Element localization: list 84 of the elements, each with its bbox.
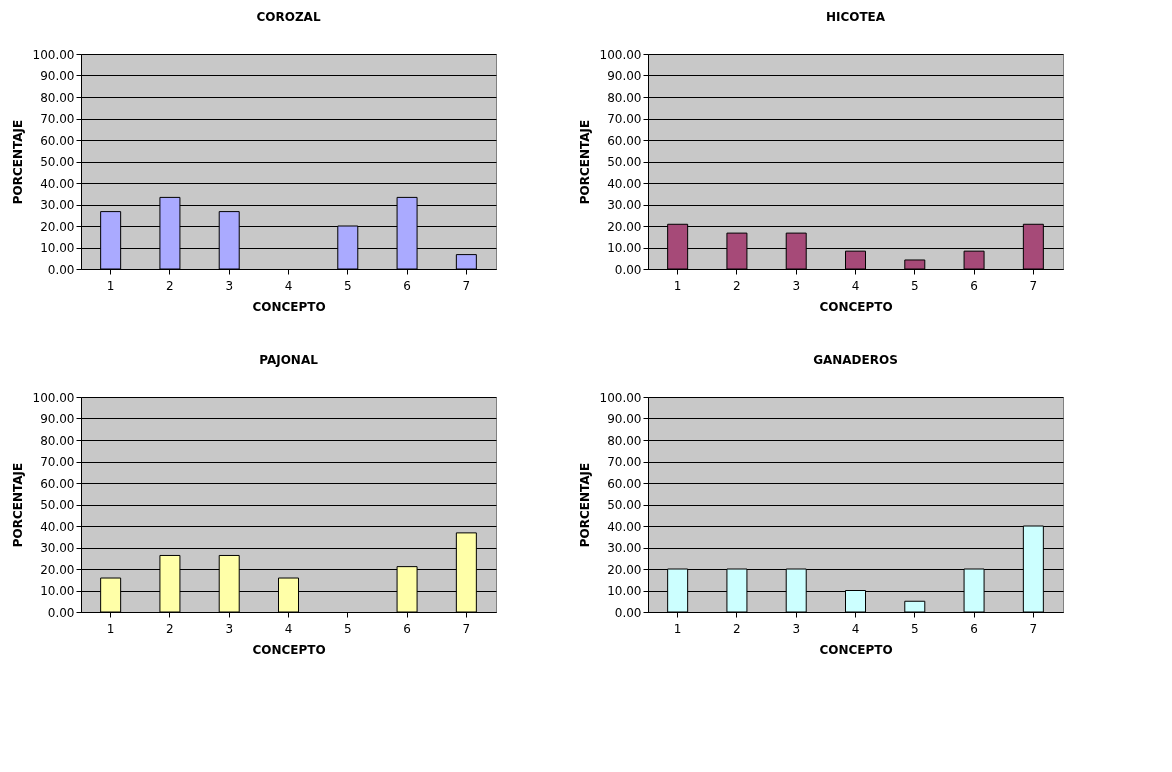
y-tick-label: 60.00 [607, 476, 642, 491]
y-tick-label: 50.00 [607, 498, 642, 512]
y-tick-label: 10.00 [40, 241, 75, 255]
x-tick-label: 7 [1029, 278, 1038, 293]
x-tick-label: 6 [970, 278, 978, 293]
y-tick-label: 100.00 [599, 47, 642, 62]
x-tick-label: 3 [225, 278, 234, 293]
chart-title: COROZAL [256, 10, 321, 24]
y-tick-label: 50.00 [40, 155, 75, 169]
y-tick-label: 70.00 [607, 455, 642, 469]
y-tick-label: 90.00 [607, 412, 642, 426]
y-tick-label: 40.00 [607, 519, 642, 534]
y-tick-label: 80.00 [607, 90, 642, 105]
x-tick-label: 7 [462, 278, 471, 293]
chart-title: HICOTEA [825, 10, 886, 24]
y-tick-label: 90.00 [607, 69, 642, 83]
y-tick-label: 100.00 [32, 390, 75, 405]
y-axis-title: PORCENTAJE [10, 119, 25, 205]
y-tick-label: 50.00 [607, 155, 642, 169]
y-tick-label: 20.00 [40, 219, 75, 234]
y-tick-label: 10.00 [607, 584, 642, 598]
y-tick-label: 20.00 [607, 219, 642, 234]
x-tick-label: 2 [733, 621, 741, 636]
y-tick-label: 30.00 [607, 198, 642, 212]
y-tick-label: 70.00 [40, 112, 75, 126]
x-tick-label: 3 [225, 621, 234, 636]
x-tick-label: 1 [673, 278, 682, 293]
x-tick-label: 5 [910, 621, 919, 636]
y-tick-label: 100.00 [599, 390, 642, 405]
x-tick-label: 2 [166, 621, 174, 636]
x-axis-title: CONCEPTO [252, 642, 326, 657]
y-tick-label: 10.00 [607, 241, 642, 255]
y-tick-label: 20.00 [40, 562, 75, 577]
y-tick-label: 0.00 [47, 605, 75, 620]
y-tick-label: 40.00 [607, 176, 642, 191]
chart-title: PAJONAL [259, 353, 319, 367]
y-tick-label: 60.00 [607, 133, 642, 148]
x-tick-label: 7 [1029, 621, 1038, 636]
x-tick-label: 5 [343, 621, 352, 636]
y-tick-label: 60.00 [40, 133, 75, 148]
x-tick-label: 1 [106, 621, 115, 636]
y-tick-label: 20.00 [607, 562, 642, 577]
x-tick-label: 4 [284, 278, 293, 293]
y-tick-label: 60.00 [40, 476, 75, 491]
chart-title: GANADEROS [813, 353, 898, 367]
x-axis-title: CONCEPTO [819, 642, 893, 657]
x-tick-label: 6 [403, 278, 411, 293]
x-tick-label: 4 [284, 621, 293, 636]
y-tick-label: 0.00 [614, 262, 642, 277]
x-axis-title: CONCEPTO [252, 299, 326, 314]
y-tick-label: 50.00 [40, 498, 75, 512]
y-tick-label: 70.00 [607, 112, 642, 126]
y-tick-label: 40.00 [40, 519, 75, 534]
y-tick-label: 0.00 [47, 262, 75, 277]
y-tick-label: 90.00 [40, 69, 75, 83]
x-tick-label: 2 [733, 278, 741, 293]
x-tick-label: 1 [106, 278, 115, 293]
x-tick-label: 4 [851, 278, 860, 293]
y-tick-label: 80.00 [40, 433, 75, 448]
y-tick-label: 80.00 [40, 90, 75, 105]
y-axis-title: PORCENTAJE [10, 462, 25, 548]
x-tick-label: 3 [792, 278, 801, 293]
x-tick-label: 3 [792, 621, 801, 636]
y-tick-label: 70.00 [40, 455, 75, 469]
y-tick-label: 0.00 [614, 605, 642, 620]
x-tick-label: 1 [673, 621, 682, 636]
y-tick-label: 10.00 [40, 584, 75, 598]
x-tick-label: 5 [910, 278, 919, 293]
y-axis-title: PORCENTAJE [577, 119, 592, 205]
y-tick-label: 40.00 [40, 176, 75, 191]
x-axis-title: CONCEPTO [819, 299, 893, 314]
y-tick-label: 30.00 [40, 198, 75, 212]
x-tick-label: 4 [851, 621, 860, 636]
y-tick-label: 30.00 [40, 541, 75, 555]
y-tick-label: 30.00 [607, 541, 642, 555]
y-tick-label: 90.00 [40, 412, 75, 426]
x-tick-label: 6 [403, 621, 411, 636]
x-tick-label: 5 [343, 278, 352, 293]
x-tick-label: 7 [462, 621, 471, 636]
y-tick-label: 80.00 [607, 433, 642, 448]
x-tick-label: 6 [970, 621, 978, 636]
x-tick-label: 2 [166, 278, 174, 293]
y-axis-title: PORCENTAJE [577, 462, 592, 548]
y-tick-label: 100.00 [32, 47, 75, 62]
